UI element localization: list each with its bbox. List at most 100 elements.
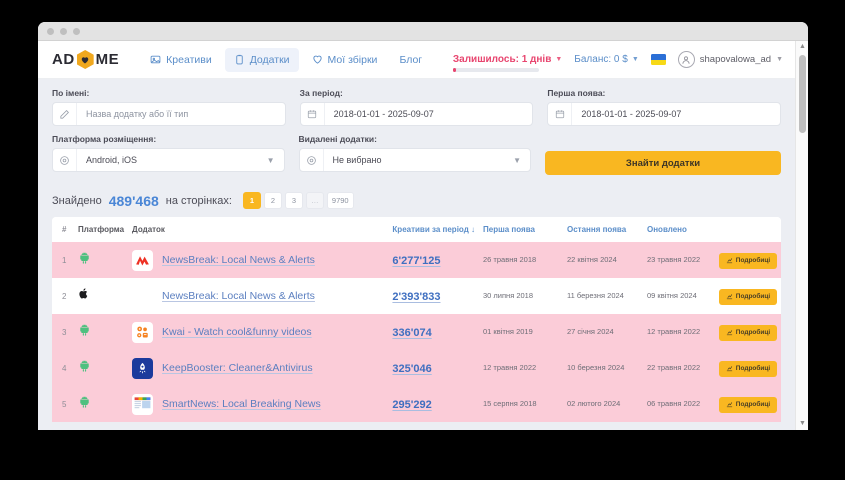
- creatives-value-link[interactable]: 336'074: [392, 327, 432, 339]
- app-name-link[interactable]: Kwai - Watch cool&funny videos: [162, 326, 312, 338]
- details-button[interactable]: Подробиці: [719, 396, 777, 413]
- row-number: 4: [62, 363, 67, 373]
- last-seen-cell: 10 березня 2024: [567, 362, 625, 372]
- user-menu[interactable]: shapovalowa_ad ▼: [677, 51, 783, 68]
- chevron-down-icon: ▼: [266, 155, 275, 165]
- target-icon: [300, 149, 324, 171]
- period-daterange-input[interactable]: 2018-01-01 - 2025-09-07: [299, 102, 534, 126]
- vertical-scrollbar[interactable]: ▲ ▼: [795, 41, 808, 430]
- creatives-cell: 2'393'833: [388, 278, 479, 314]
- app-name-link[interactable]: KeepBooster: Cleaner&Antivirus: [162, 362, 313, 374]
- image-icon: [150, 54, 161, 65]
- results-count: 489'468: [108, 192, 159, 209]
- table-row[interactable]: 1: [52, 242, 781, 278]
- pencil-icon: [53, 103, 77, 125]
- details-button-label: Подробиці: [735, 365, 771, 372]
- subscription-remaining[interactable]: Залишилось: 1 днів ▼: [452, 54, 562, 72]
- creatives-value-link[interactable]: 295'292: [392, 399, 432, 411]
- creatives-value-link[interactable]: 325'046: [392, 363, 432, 375]
- details-button[interactable]: Подробиці: [719, 288, 777, 305]
- period-value: 2018-01-01 - 2025-09-07: [333, 109, 434, 119]
- scroll-up-arrow-icon[interactable]: ▲: [799, 43, 806, 50]
- window-close-button[interactable]: [47, 27, 54, 35]
- platform-cell: [74, 314, 128, 350]
- nav-item-blog-label: Блог: [399, 53, 423, 66]
- ukraine-flag-icon[interactable]: [650, 54, 666, 65]
- table-body: 1: [52, 242, 781, 422]
- browser-titlebar: [38, 22, 808, 41]
- updated-cell: 06 травня 2022: [647, 398, 701, 408]
- window-maximize-button[interactable]: [73, 27, 80, 35]
- removed-apps-select[interactable]: Не вибрано ▼: [298, 148, 531, 172]
- android-icon: [78, 251, 91, 268]
- find-apps-button[interactable]: Знайти додатки: [545, 151, 781, 175]
- filter-removed-apps: Видалені додатки: Не вибрано ▼: [298, 134, 531, 175]
- row-number: 3: [62, 327, 67, 337]
- nav-item-apps-label: Додатки: [249, 53, 290, 66]
- scrollbar-thumb[interactable]: [799, 55, 806, 133]
- details-button[interactable]: Подробиці: [719, 252, 777, 269]
- balance-dropdown[interactable]: Баланс: 0 $ ▼: [574, 54, 638, 65]
- nav-item-apps[interactable]: Додатки: [224, 47, 299, 72]
- app-cell: SmartNews: Local Breaking News: [128, 386, 388, 422]
- nav-item-collections[interactable]: Мої збірки: [303, 48, 387, 72]
- app-name-link[interactable]: NewsBreak: Local News & Alerts: [162, 254, 315, 266]
- nav-item-creatives-label: Креативи: [166, 53, 212, 66]
- last-seen-cell: 27 січня 2024: [567, 326, 614, 336]
- filter-submit-group: Знайти додатки: [545, 134, 781, 175]
- page-button-last[interactable]: 9790: [326, 192, 354, 209]
- table-head: # Платформа Додаток Креативи за період ↓…: [52, 217, 781, 242]
- platform-select[interactable]: Android, iOS ▼: [52, 148, 285, 172]
- nav-item-creatives[interactable]: Креативи: [141, 48, 221, 72]
- chart-icon: [726, 294, 732, 300]
- remaining-progress-bar: [452, 68, 539, 72]
- logo-text-right: ME: [95, 51, 120, 68]
- th-first-seen[interactable]: Перша поява: [479, 217, 563, 242]
- filter-period-label: За період:: [299, 88, 343, 98]
- th-updated[interactable]: Оновлено: [643, 217, 715, 242]
- first-seen-daterange-input[interactable]: 2018-01-01 - 2025-09-07: [547, 102, 782, 126]
- scroll-down-arrow-icon[interactable]: ▼: [799, 420, 806, 427]
- calendar-icon: [301, 103, 325, 125]
- page-button-1[interactable]: 1: [242, 192, 261, 209]
- th-last-seen[interactable]: Остання поява: [563, 217, 643, 242]
- chart-icon: [726, 366, 732, 372]
- brand-logo[interactable]: AD ME: [52, 50, 119, 69]
- results-suffix: на сторінках:: [165, 194, 232, 207]
- nav-item-blog[interactable]: Блог: [390, 48, 431, 72]
- details-button[interactable]: Подробиці: [719, 360, 777, 377]
- app-icon-placeholder: [132, 286, 153, 307]
- creatives-value-link[interactable]: 6'277'125: [392, 255, 441, 267]
- target-icon: [53, 149, 77, 171]
- browser-viewport: ▲ ▼ AD ME: [38, 41, 808, 430]
- avatar: [677, 51, 695, 68]
- th-creatives[interactable]: Креативи за період ↓: [388, 217, 479, 242]
- page-content: AD ME: [38, 41, 795, 430]
- creatives-value-link[interactable]: 2'393'833: [392, 291, 441, 303]
- search-input[interactable]: Назва додатку або її тип: [52, 102, 286, 126]
- first-seen-cell: 12 травня 2022: [483, 362, 537, 372]
- page-button-3[interactable]: 3: [284, 192, 303, 209]
- actions-cell: Подробиці: [715, 242, 781, 278]
- pagination: 1 2 3 … 9790: [242, 192, 354, 209]
- updated-cell: 23 травня 2022: [647, 254, 701, 264]
- updated-cell: 09 квітня 2024: [647, 290, 697, 300]
- table-row[interactable]: 4: [52, 350, 781, 386]
- page-button-2[interactable]: 2: [263, 192, 282, 209]
- first-seen-cell: 01 квітня 2019: [483, 326, 533, 336]
- kwai-icon: [132, 321, 154, 343]
- platform-cell: [74, 350, 128, 386]
- remaining-days-dropdown[interactable]: Залишилось: 1 днів ▼: [453, 54, 562, 65]
- table-row[interactable]: 2 NewsBr: [52, 278, 781, 314]
- creatives-cell: 295'292: [388, 386, 479, 422]
- app-cell: KeepBooster: Cleaner&Antivirus: [128, 350, 388, 386]
- first-seen-value: 2018-01-01 - 2025-09-07: [581, 109, 682, 119]
- window-minimize-button[interactable]: [60, 27, 67, 35]
- app-name-link[interactable]: SmartNews: Local Breaking News: [162, 398, 321, 410]
- creatives-cell: 336'074: [388, 314, 479, 350]
- table-row[interactable]: 5: [52, 386, 781, 422]
- app-name-link[interactable]: NewsBreak: Local News & Alerts: [162, 290, 315, 302]
- table-row[interactable]: 3: [52, 314, 781, 350]
- android-icon: [78, 395, 91, 412]
- details-button[interactable]: Подробиці: [719, 324, 777, 341]
